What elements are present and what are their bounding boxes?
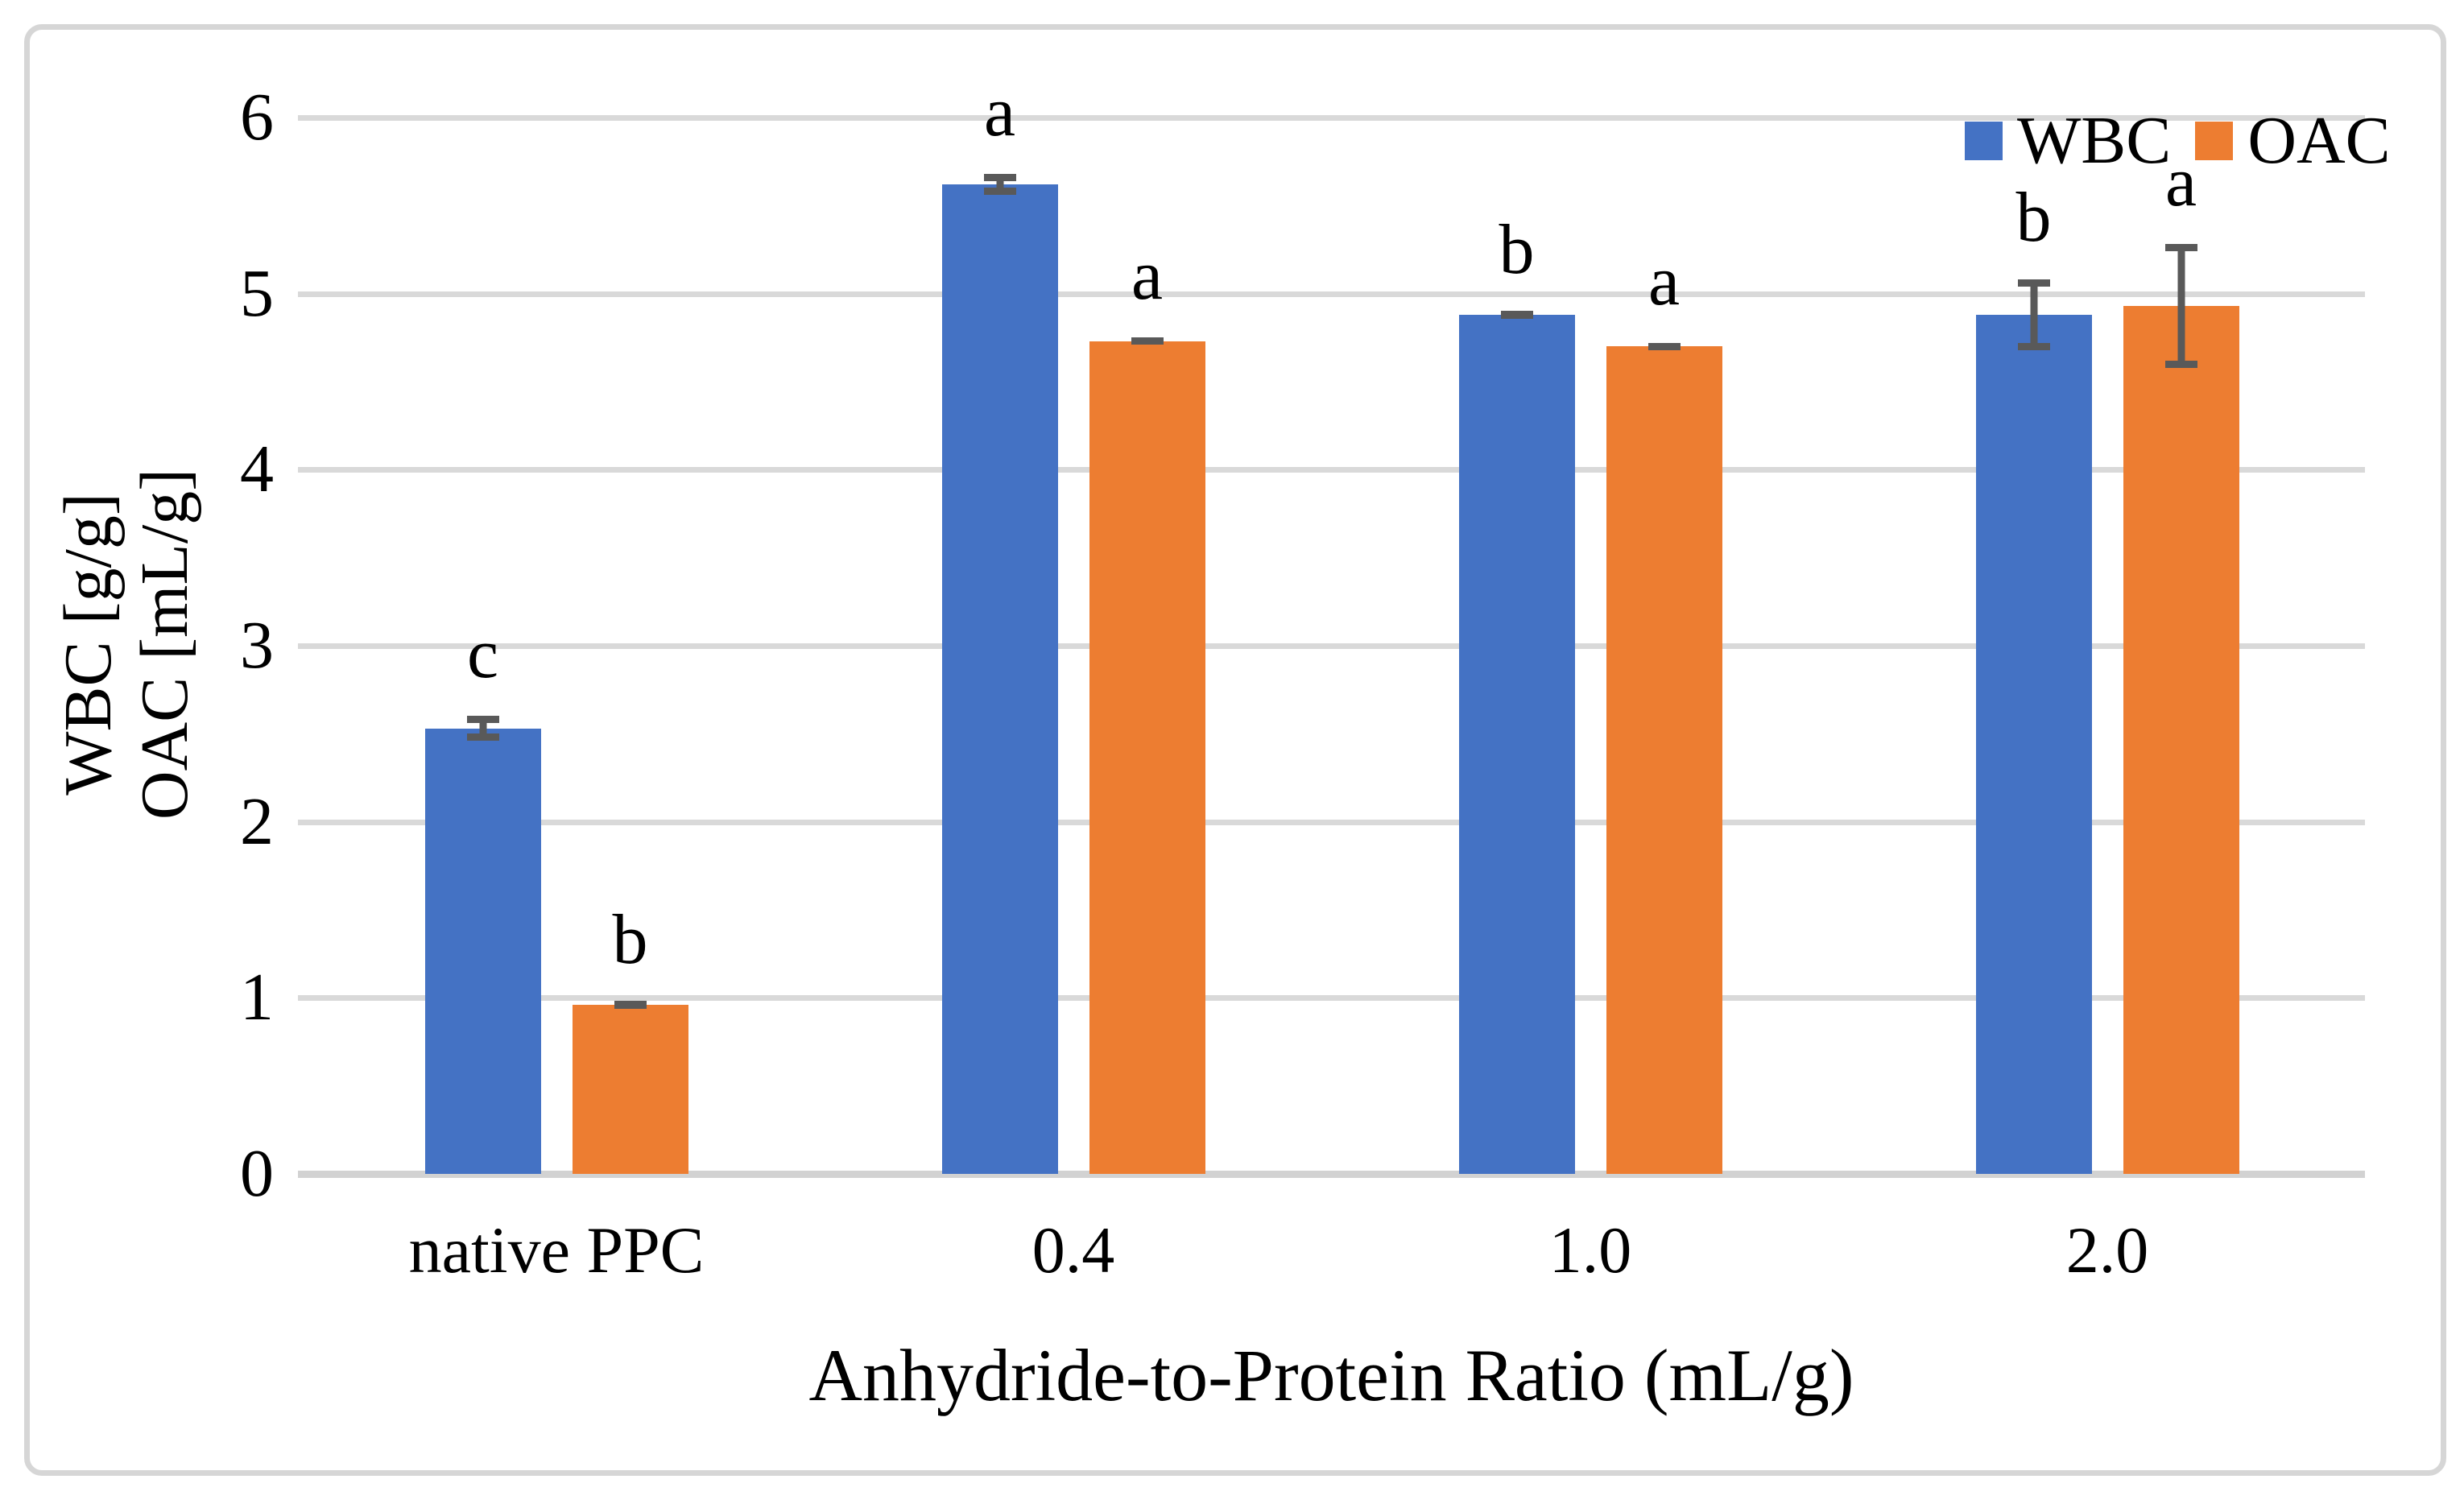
significance-letter-wbc-2-0: b: [2015, 179, 2052, 258]
bar-oac-native-ppc: [572, 1005, 688, 1174]
gridline-y-5: [298, 291, 2365, 297]
error-bar-cap-bottom: [614, 1001, 647, 1009]
gridline-y-3: [298, 643, 2365, 649]
gridline-y-1: [298, 995, 2365, 1002]
error-bar-cap-bottom: [1500, 311, 1533, 319]
y-tick-label-1: 1: [240, 960, 274, 1035]
bar-oac-2-0: [2123, 305, 2239, 1174]
error-bar-wbc-native-ppc: [466, 716, 499, 742]
gridline-y-6: [298, 115, 2365, 121]
error-bar-stem: [996, 173, 1003, 196]
legend-item-oac: OAC: [2195, 103, 2391, 178]
y-tick-label-5: 5: [240, 255, 274, 331]
significance-letter-oac-native-ppc: b: [612, 900, 648, 979]
x-axis-title: Anhydride-to-Protein Ratio (mL/g): [808, 1334, 1854, 1416]
error-bar-cap-bottom: [983, 188, 1016, 196]
significance-letter-wbc-1-0: b: [1499, 210, 1535, 289]
significance-letter-wbc-0-4: a: [983, 72, 1016, 151]
significance-letter-oac-1-0: a: [1647, 242, 1681, 320]
error-bar-cap-bottom: [466, 733, 499, 742]
category-label-0-4: 0.4: [1031, 1213, 1115, 1287]
legend-swatch-wbc-icon: [1965, 122, 2003, 160]
error-bar-cap-top: [2017, 279, 2050, 287]
error-bar-cap-bottom: [1647, 342, 1681, 350]
y-tick-label-2: 2: [240, 783, 274, 859]
y-tick-label-4: 4: [240, 432, 274, 507]
category-label-native-ppc: native PPC: [408, 1213, 705, 1287]
significance-letter-wbc-native-ppc: c: [466, 615, 499, 694]
error-bar-oac-native-ppc: [614, 1001, 647, 1009]
error-bar-stem: [479, 716, 486, 742]
error-bar-stem: [2030, 279, 2037, 350]
legend-swatch-oac-icon: [2195, 122, 2234, 160]
error-bar-oac-1-0: [1647, 342, 1681, 350]
gridline-y-2: [298, 819, 2365, 825]
bar-wbc-native-ppc: [424, 728, 541, 1174]
category-label-2-0: 2.0: [2065, 1213, 2149, 1287]
error-bar-cap-bottom: [2164, 360, 2197, 368]
bar-oac-1-0: [1606, 346, 1722, 1174]
x-axis-line: [298, 1171, 2365, 1178]
legend: WBC OAC: [1965, 107, 2391, 175]
error-bar-wbc-0-4: [983, 173, 1016, 196]
error-bar-oac-0-4: [1131, 337, 1164, 345]
significance-letter-oac-0-4: a: [1131, 237, 1164, 316]
significance-letter-oac-2-0: a: [2164, 143, 2197, 222]
y-tick-label-0: 0: [240, 1136, 274, 1211]
y-tick-label-3: 3: [240, 608, 274, 683]
error-bar-cap-top: [983, 173, 1016, 181]
legend-item-wbc: WBC: [1965, 107, 2171, 175]
error-bar-cap-bottom: [1131, 337, 1164, 345]
error-bar-cap-bottom: [2017, 342, 2050, 350]
error-bar-cap-top: [2164, 244, 2197, 252]
bar-wbc-1-0: [1458, 314, 1575, 1174]
legend-label-oac: OAC: [2247, 103, 2391, 178]
y-tick-label-6: 6: [240, 80, 274, 155]
bar-wbc-0-4: [941, 184, 1058, 1174]
bar-wbc-2-0: [1975, 314, 2092, 1174]
legend-label-wbc: WBC: [2017, 103, 2172, 178]
gridline-y-4: [298, 467, 2365, 473]
error-bar-stem: [2177, 244, 2185, 368]
bar-oac-0-4: [1089, 341, 1205, 1174]
error-bar-wbc-2-0: [2017, 279, 2050, 350]
error-bar-oac-2-0: [2164, 244, 2197, 368]
error-bar-cap-top: [466, 716, 499, 724]
error-bar-wbc-1-0: [1500, 311, 1533, 319]
category-label-1-0: 1.0: [1548, 1213, 1632, 1287]
